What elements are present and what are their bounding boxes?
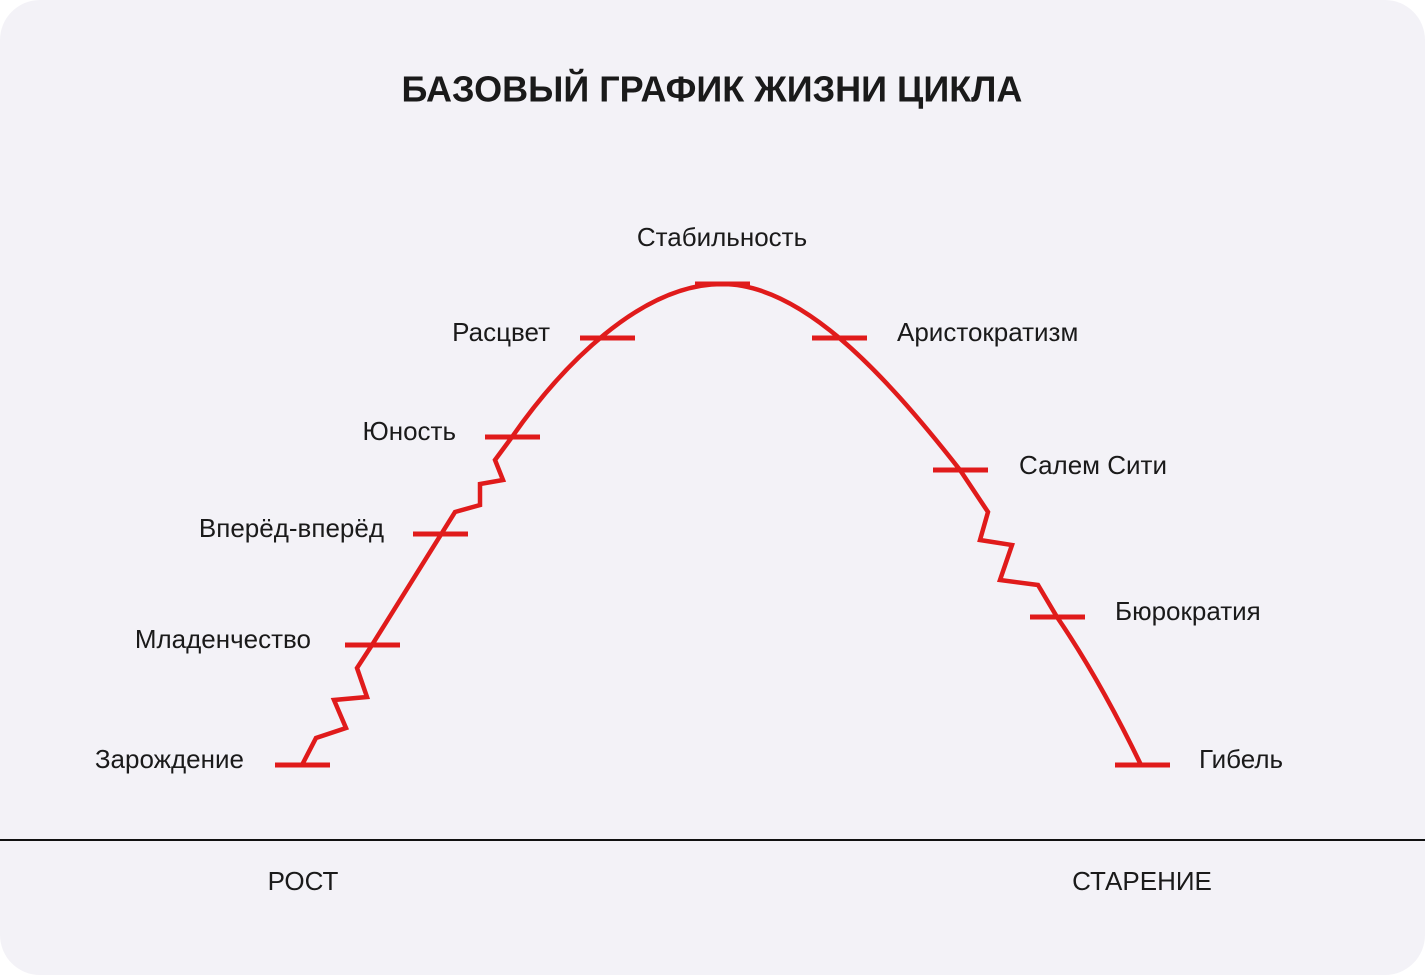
stage-label: Расцвет: [452, 317, 550, 347]
stage-label: Бюрократия: [1115, 596, 1261, 626]
stage-label: Стабильность: [637, 222, 807, 252]
stage-label: Младенчество: [135, 624, 311, 654]
title: БАЗОВЫЙ ГРАФИК ЖИЗНИ ЦИКЛА: [402, 68, 1023, 110]
axis-label: СТАРЕНИЕ: [1072, 866, 1212, 896]
stage-label: Юность: [362, 416, 456, 446]
stage-label: Салем Сити: [1019, 450, 1167, 480]
axis-label: РОСТ: [268, 866, 339, 896]
stage-label: Вперёд-вперёд: [199, 513, 384, 543]
stage-label: Аристократизм: [897, 317, 1078, 347]
stage-label: Зарождение: [95, 744, 244, 774]
stage-label: Гибель: [1199, 744, 1283, 774]
